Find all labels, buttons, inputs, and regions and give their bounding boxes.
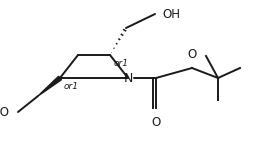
Text: HO: HO bbox=[0, 105, 10, 119]
Text: O: O bbox=[187, 48, 197, 61]
Polygon shape bbox=[38, 76, 61, 96]
Text: N: N bbox=[123, 71, 133, 85]
Text: or1: or1 bbox=[114, 59, 129, 68]
Text: or1: or1 bbox=[64, 82, 79, 91]
Text: OH: OH bbox=[162, 7, 180, 21]
Text: O: O bbox=[151, 116, 161, 129]
